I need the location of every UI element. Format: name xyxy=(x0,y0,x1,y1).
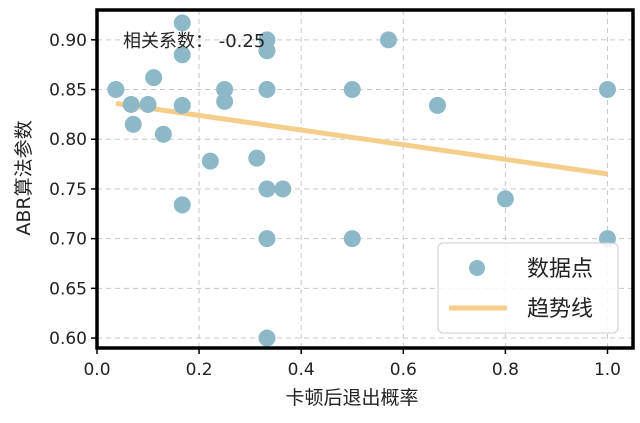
data-point xyxy=(173,196,191,214)
y-tick-label: 0.85 xyxy=(49,81,87,101)
legend: 数据点 趋势线 xyxy=(437,242,619,334)
data-point xyxy=(258,42,276,60)
trend-line-layer xyxy=(115,100,608,177)
data-point xyxy=(343,230,361,248)
plot-frame xyxy=(95,8,635,350)
data-point xyxy=(124,115,142,133)
data-point xyxy=(145,69,163,87)
x-tick-label: 0.0 xyxy=(83,360,110,380)
y-tick-label: 0.75 xyxy=(49,180,87,200)
y-tick-label: 0.70 xyxy=(49,230,87,250)
y-tick-label: 0.60 xyxy=(49,329,87,349)
data-point xyxy=(107,81,125,99)
x-axis-label: 卡顿后退出概率 xyxy=(285,387,418,409)
data-points xyxy=(107,14,616,347)
data-point xyxy=(258,81,276,99)
x-tick-label: 1.0 xyxy=(594,360,621,380)
data-point xyxy=(258,329,276,347)
data-point xyxy=(216,81,234,99)
data-point xyxy=(248,149,266,167)
legend-dot-marker xyxy=(469,260,485,276)
data-point xyxy=(122,95,140,113)
legend-label-points: 数据点 xyxy=(527,257,593,282)
data-point xyxy=(173,14,191,32)
x-tick-label: 0.4 xyxy=(288,360,315,380)
y-tick-label: 0.80 xyxy=(49,130,87,150)
correlation-annotation: 相关系数： -0.25 xyxy=(123,31,265,52)
data-point xyxy=(496,190,514,208)
data-point xyxy=(201,152,219,170)
data-point xyxy=(379,31,397,49)
data-point xyxy=(139,95,157,113)
trend-line xyxy=(115,100,608,177)
data-point xyxy=(258,180,276,198)
x-tick-label: 0.2 xyxy=(186,360,213,380)
data-point xyxy=(154,125,172,143)
x-tick-label: 0.8 xyxy=(492,360,519,380)
data-point xyxy=(173,96,191,114)
data-point xyxy=(216,92,234,110)
y-tick-label: 0.65 xyxy=(49,279,87,299)
legend-label-trend: 趋势线 xyxy=(527,297,593,322)
x-tick-label: 0.6 xyxy=(390,360,417,380)
data-point xyxy=(274,180,292,198)
data-point xyxy=(258,230,276,248)
y-tick-label: 0.90 xyxy=(49,31,87,51)
data-point xyxy=(428,96,446,114)
data-point xyxy=(598,81,616,99)
data-point xyxy=(173,46,191,64)
data-point xyxy=(343,81,361,99)
y-axis-label: ABR算法参数 xyxy=(13,120,35,235)
axis-ticks: 0.0 0.2 0.4 0.6 0.8 1.0 0.60 0.65 0.70 0.75 0.80 0.… xyxy=(49,31,621,380)
